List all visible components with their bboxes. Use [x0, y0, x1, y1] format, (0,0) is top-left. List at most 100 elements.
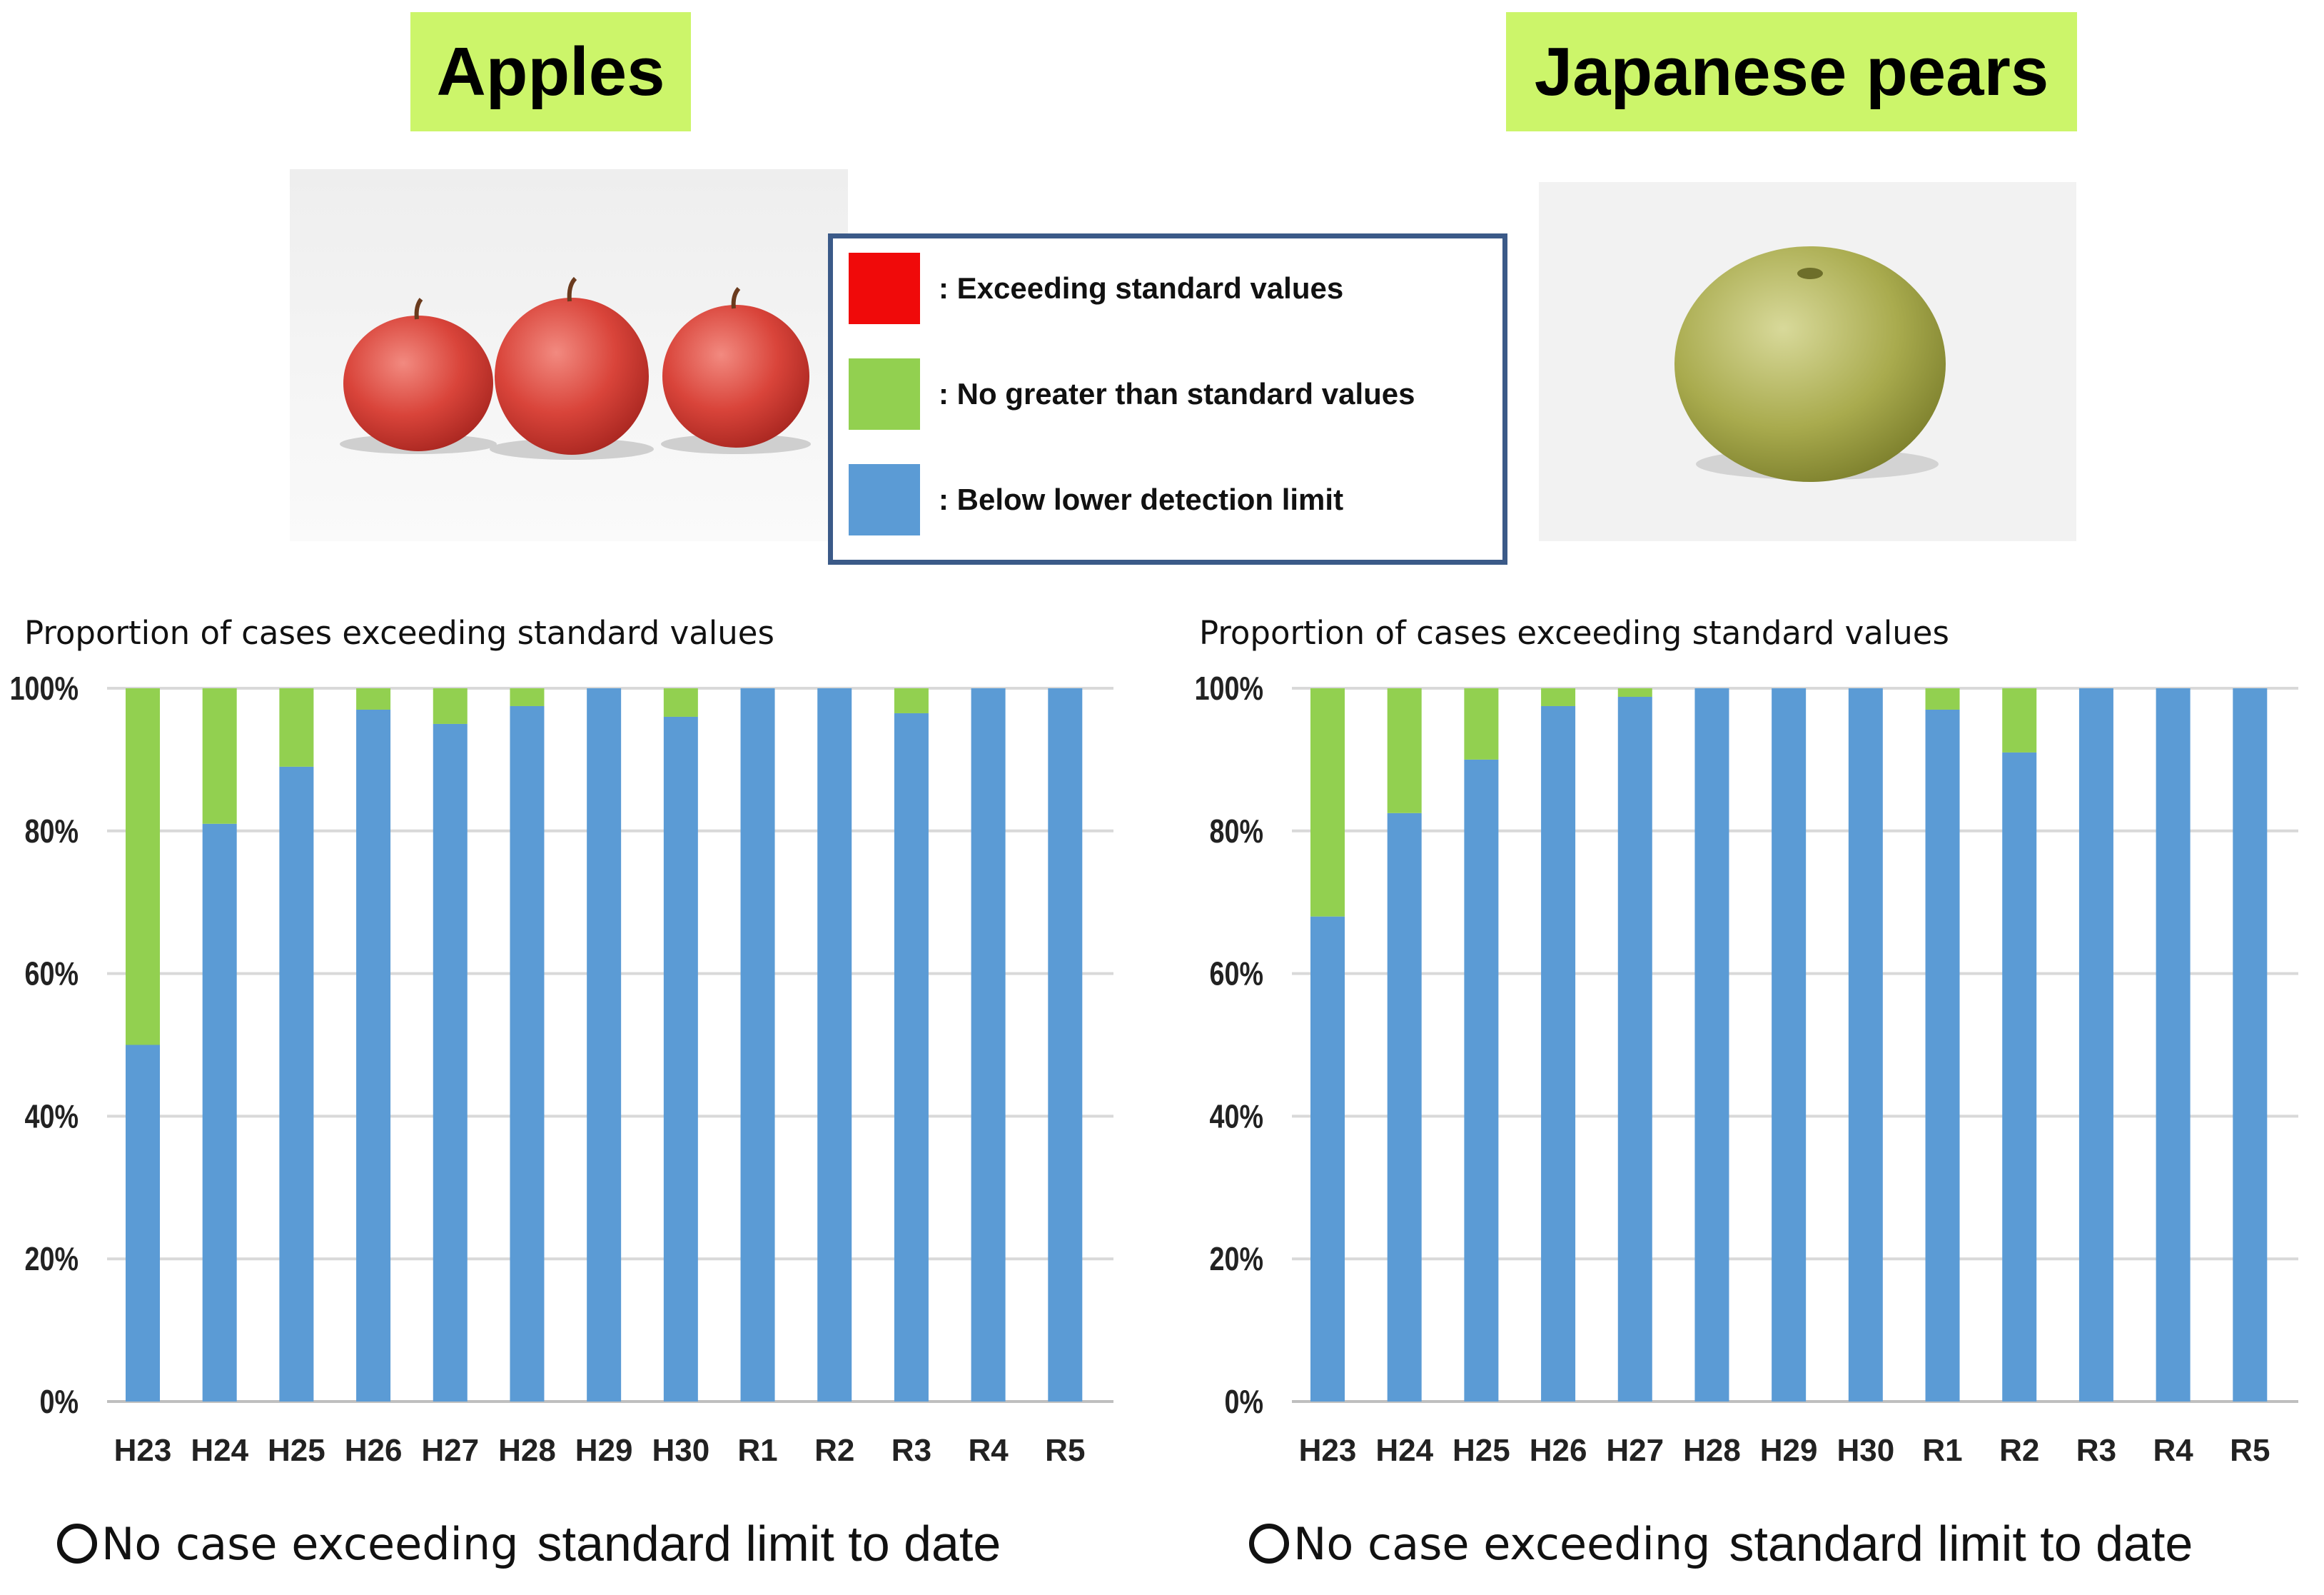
x-tick-label: R5 [1045, 1433, 1085, 1468]
bar-segment [663, 688, 698, 717]
bar-segment [202, 688, 237, 824]
bar-segment [2233, 688, 2268, 1402]
x-tick-label: H30 [652, 1433, 709, 1468]
bar-segment [1048, 688, 1083, 1402]
legend-item-below-limit: : Below lower detection limit [849, 464, 1343, 535]
bar-segment [1617, 696, 1652, 1402]
legend-swatch-red [849, 253, 920, 324]
bar-segment [1541, 705, 1576, 1402]
legend-label: : No greater than standard values [939, 377, 1415, 411]
y-tick-label: 80% [25, 812, 79, 849]
bar-segment [356, 688, 391, 710]
x-tick-label: R1 [1922, 1433, 1962, 1468]
bar-segment [202, 823, 237, 1402]
y-tick-label: 0% [39, 1383, 79, 1419]
x-tick-label: H25 [1452, 1433, 1510, 1468]
apples-photo [290, 169, 848, 541]
bar-segment [433, 688, 468, 724]
x-tick-label: R1 [737, 1433, 777, 1468]
x-tick-label: R3 [2076, 1433, 2116, 1468]
x-tick-label: H24 [1375, 1433, 1433, 1468]
x-tick-label: R5 [2230, 1433, 2270, 1468]
x-tick-label: R4 [2153, 1433, 2193, 1468]
bar-segment [894, 688, 929, 713]
japanese-pear-photo [1539, 182, 2076, 541]
bar-segment [433, 723, 468, 1402]
x-tick-label: R2 [1999, 1433, 2039, 1468]
legend-item-exceeding: : Exceeding standard values [849, 253, 1343, 324]
bar-segment [1848, 688, 1883, 1402]
bar-segment [1464, 759, 1499, 1402]
bar-segment [1617, 688, 1652, 697]
bar-segment [1464, 688, 1499, 760]
bar-segment [279, 688, 314, 767]
bar-segment [1925, 688, 1960, 710]
bar-segment [1387, 812, 1422, 1402]
bar-segment [126, 688, 160, 1045]
bar-segment [1541, 688, 1576, 706]
y-tick-label: 40% [1210, 1098, 1263, 1134]
x-tick-label: H28 [1683, 1433, 1741, 1468]
japanese-pears-title: Japanese pears [1506, 12, 2077, 131]
legend: : Exceeding standard values : No greater… [828, 233, 1507, 565]
bar-segment [587, 688, 622, 1402]
x-tick-label: H29 [1760, 1433, 1818, 1468]
y-tick-label: 80% [1210, 812, 1263, 849]
apples-title: Apples [410, 12, 691, 131]
y-tick-label: 0% [1224, 1383, 1263, 1419]
x-tick-label: H30 [1837, 1433, 1894, 1468]
note-text: No case exceeding [101, 1517, 519, 1570]
chart-title-pears: Proportion of cases exceeding standard v… [1199, 614, 1949, 652]
legend-label: : Below lower detection limit [939, 483, 1344, 516]
x-tick-label: R3 [891, 1433, 931, 1468]
y-tick-label: 20% [25, 1241, 79, 1277]
y-tick-label: 20% [1210, 1241, 1263, 1277]
x-tick-label: H24 [191, 1433, 248, 1468]
x-tick-label: H23 [114, 1433, 172, 1468]
bar-segment [1772, 688, 1807, 1402]
bar-segment [1925, 709, 1960, 1402]
bar-segment [1387, 688, 1422, 813]
bar-segment [663, 716, 698, 1402]
bar-segment [279, 766, 314, 1402]
bar-segment [510, 705, 545, 1402]
bar-segment [2002, 752, 2037, 1402]
y-tick-label: 40% [25, 1098, 79, 1134]
bar-segment [510, 688, 545, 706]
note-emphasis: standard limit to date [537, 1516, 1001, 1571]
bar-segment [2002, 688, 2037, 753]
x-tick-label: H27 [1606, 1433, 1664, 1468]
pears-note: No case exceeding standard limit to date [1249, 1515, 2193, 1572]
bar-segment [1694, 688, 1729, 1402]
bar-segment [971, 688, 1006, 1402]
x-tick-label: H25 [268, 1433, 325, 1468]
bar-segment [894, 713, 929, 1402]
chart-title-apples: Proportion of cases exceeding standard v… [24, 614, 774, 652]
x-tick-label: H23 [1299, 1433, 1357, 1468]
pears-chart: 0% 20% 40% 60% 80% 100% H23 H24 H25 H26 H27 H28 H29 H… [1195, 670, 2298, 1468]
bar-segment [740, 688, 775, 1402]
x-tick-label: H27 [421, 1433, 479, 1468]
legend-swatch-green [849, 358, 920, 430]
circle-icon [1249, 1524, 1289, 1564]
bar-segment [1310, 688, 1345, 917]
x-tick-label: H26 [1530, 1433, 1587, 1468]
x-tick-label: R4 [968, 1433, 1009, 1468]
bar-segment [126, 1045, 160, 1402]
note-text: No case exceeding [1293, 1517, 1711, 1570]
apples-note: No case exceeding standard limit to date [57, 1515, 1001, 1572]
note-emphasis: standard limit to date [1729, 1516, 2193, 1571]
legend-swatch-blue [849, 464, 920, 535]
x-tick-label: H26 [345, 1433, 403, 1468]
circle-icon [57, 1524, 97, 1564]
x-tick-label: R2 [814, 1433, 854, 1468]
x-tick-label: H29 [575, 1433, 633, 1468]
y-tick-label: 100% [10, 670, 79, 706]
x-tick-label: H28 [498, 1433, 556, 1468]
y-tick-label: 60% [1210, 955, 1263, 992]
apples-chart: 0% 20% 40% 60% 80% 100% H23 H24 H25 H26 H27 H28 H29 H… [10, 670, 1113, 1468]
legend-label: : Exceeding standard values [939, 271, 1344, 305]
legend-item-no-greater: : No greater than standard values [849, 358, 1415, 430]
y-tick-label: 60% [25, 955, 79, 992]
bar-segment [2156, 688, 2191, 1402]
